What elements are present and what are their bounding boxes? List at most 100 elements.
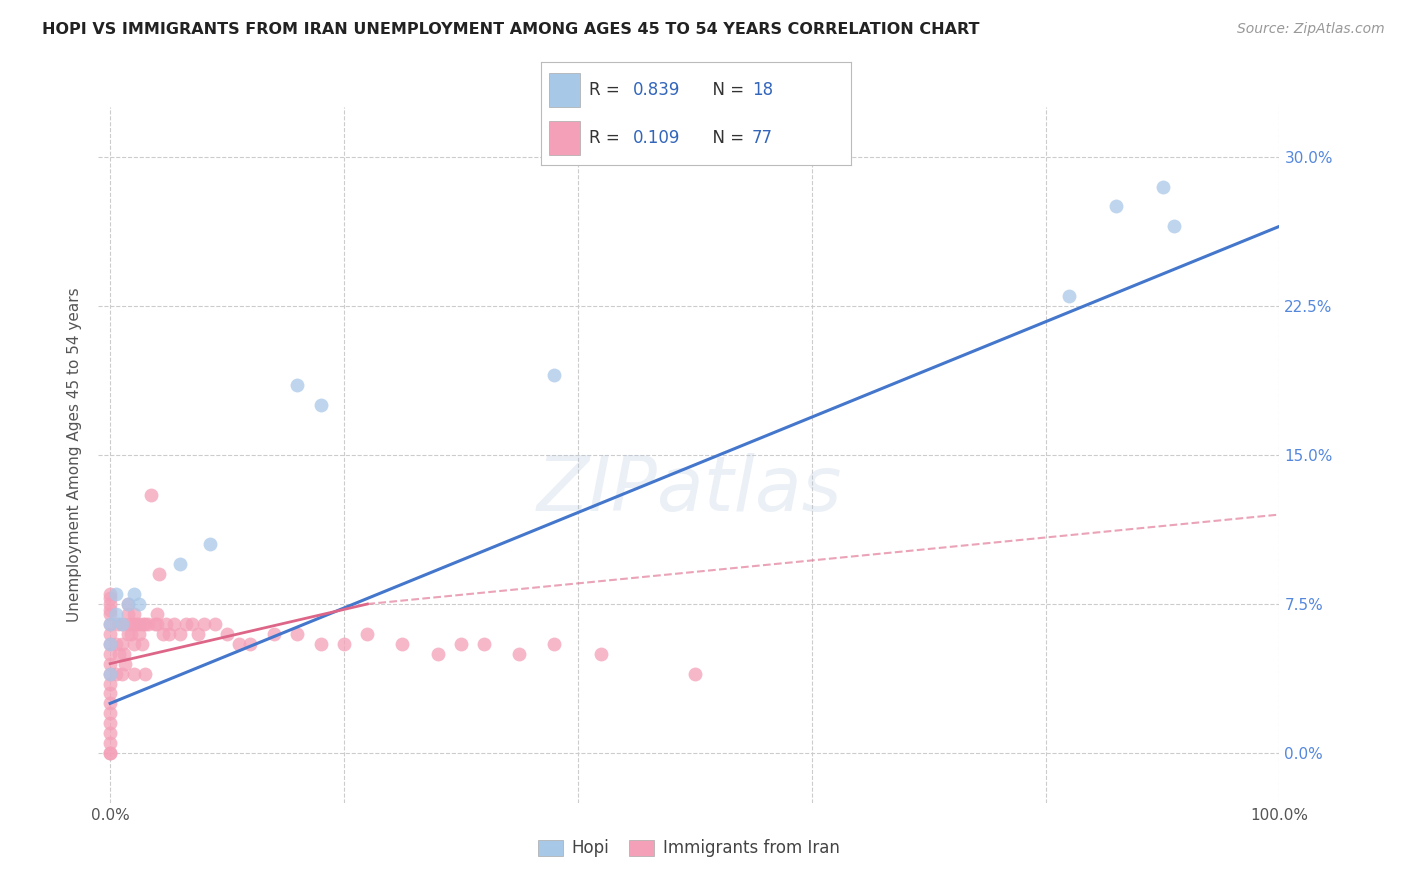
Point — [98, 676, 121, 690]
Point — [98, 637, 121, 651]
Point — [148, 567, 170, 582]
Bar — [548, 73, 581, 106]
Point — [391, 637, 413, 651]
Point — [134, 616, 156, 631]
Point — [107, 616, 129, 631]
Point — [117, 627, 139, 641]
Point — [139, 488, 162, 502]
Point — [111, 616, 134, 631]
Point — [122, 637, 145, 651]
Point — [309, 637, 332, 651]
Point — [152, 627, 174, 641]
Point — [98, 637, 121, 651]
Point — [98, 616, 121, 631]
Text: R =: R = — [589, 81, 626, 99]
Point — [450, 637, 472, 651]
Point — [122, 607, 145, 621]
Point — [543, 637, 565, 651]
Point — [136, 616, 159, 631]
Point — [591, 647, 613, 661]
Point — [117, 597, 139, 611]
Point — [98, 587, 121, 601]
Point — [104, 666, 127, 681]
Text: R =: R = — [589, 129, 626, 147]
Point — [98, 627, 121, 641]
Text: HOPI VS IMMIGRANTS FROM IRAN UNEMPLOYMENT AMONG AGES 45 TO 54 YEARS CORRELATION : HOPI VS IMMIGRANTS FROM IRAN UNEMPLOYMEN… — [42, 22, 980, 37]
Point — [143, 616, 166, 631]
Point — [187, 627, 209, 641]
Point — [98, 746, 121, 760]
Point — [98, 706, 121, 721]
Point — [98, 647, 121, 661]
Point — [98, 697, 121, 711]
Text: Source: ZipAtlas.com: Source: ZipAtlas.com — [1237, 22, 1385, 37]
Point — [128, 627, 150, 641]
Point — [157, 627, 180, 641]
Point — [1163, 219, 1185, 234]
Point — [132, 616, 155, 631]
Point — [108, 647, 131, 661]
Point — [174, 616, 197, 631]
Point — [98, 597, 121, 611]
Point — [98, 591, 121, 605]
Point — [128, 597, 150, 611]
Point — [98, 686, 121, 700]
Point — [117, 597, 139, 611]
Point — [118, 616, 141, 631]
Point — [1152, 179, 1174, 194]
Text: ZIPatlas: ZIPatlas — [536, 453, 842, 526]
Point — [98, 616, 121, 631]
Point — [128, 616, 150, 631]
Point — [122, 587, 145, 601]
Point — [125, 616, 148, 631]
Point — [111, 666, 134, 681]
Text: 0.109: 0.109 — [633, 129, 681, 147]
Point — [198, 537, 221, 551]
Point — [114, 657, 136, 671]
Point — [169, 627, 191, 641]
Bar — [548, 121, 581, 155]
Point — [146, 616, 169, 631]
Point — [228, 637, 250, 651]
Point — [181, 616, 204, 631]
Text: N =: N = — [702, 81, 749, 99]
Point — [155, 616, 177, 631]
Point — [122, 616, 145, 631]
Point — [215, 627, 238, 641]
Point — [104, 637, 127, 651]
Point — [120, 627, 142, 641]
Point — [98, 736, 121, 750]
Point — [98, 726, 121, 740]
Point — [472, 637, 495, 651]
Point — [117, 607, 139, 621]
Point — [98, 657, 121, 671]
Point — [111, 616, 134, 631]
Point — [98, 746, 121, 760]
Point — [285, 627, 308, 641]
Text: 18: 18 — [752, 81, 773, 99]
Point — [193, 616, 215, 631]
Point — [146, 607, 169, 621]
Point — [111, 637, 134, 651]
Point — [1057, 289, 1080, 303]
Point — [122, 666, 145, 681]
Text: N =: N = — [702, 129, 749, 147]
Point — [98, 716, 121, 731]
Point — [131, 637, 153, 651]
Point — [543, 368, 565, 383]
Point — [239, 637, 262, 651]
Point — [104, 587, 127, 601]
Point — [263, 627, 285, 641]
Point — [134, 666, 156, 681]
Point — [356, 627, 378, 641]
Text: 77: 77 — [752, 129, 773, 147]
Point — [204, 616, 226, 631]
Point — [163, 616, 186, 631]
Text: 0.839: 0.839 — [633, 81, 681, 99]
Y-axis label: Unemployment Among Ages 45 to 54 years: Unemployment Among Ages 45 to 54 years — [67, 287, 83, 623]
Point — [98, 666, 121, 681]
Point — [683, 666, 706, 681]
Point — [169, 558, 191, 572]
Point — [112, 647, 135, 661]
Point — [98, 603, 121, 617]
